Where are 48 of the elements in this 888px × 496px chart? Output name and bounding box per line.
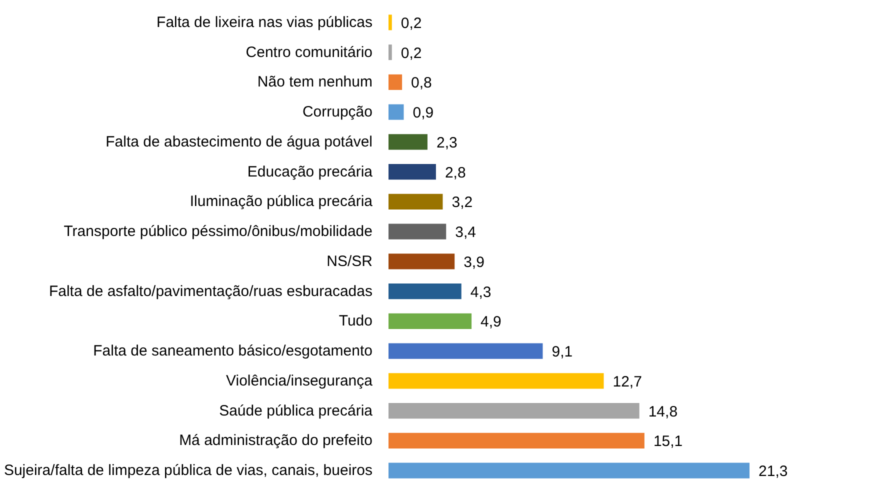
data-label: 4,3 [470,284,492,301]
data-label: 3,4 [455,224,476,242]
y-tick-label: Falta de lixeira nas vias públicas [156,14,373,31]
data-label: 0,2 [400,44,422,62]
y-tick-label: Falta de abastecimento de água potável [106,133,373,150]
data-label: 0,8 [411,74,432,92]
bar [388,343,543,359]
bar [388,432,644,448]
y-tick-label: Violência/insegurança [226,372,374,390]
y-tick-label: Centro comunitário [246,44,373,61]
y-tick-label: Sujeira/falta de limpeza pública de vias, canais, bueiros [4,462,373,480]
y-tick-label: Falta de saneamento básico/esgotamento [93,342,373,360]
bar [388,462,750,478]
data-label: 2,8 [444,164,466,182]
data-label: 0,2 [400,14,422,32]
bar [388,194,443,210]
y-tick-label: Falta de asfalto/pavimentação/ruas esburacadas [48,282,373,300]
bar [388,44,392,60]
data-label: 4,9 [480,314,502,331]
data-label: 9,1 [552,344,573,361]
bar [388,134,428,150]
y-tick-label: Corrupção [302,104,373,121]
bar [388,14,392,30]
bar [388,224,446,240]
y-tick-label: NS/SR [326,252,373,270]
y-tick-label: Não tem nenhum [257,74,373,91]
data-label: 15,1 [653,433,683,450]
data-label: 3,2 [452,194,473,212]
data-label: 0,9 [412,104,434,122]
y-tick-label: Transporte público péssimo/ônibus/mobilidade [64,223,373,240]
bar [388,313,472,329]
y-tick-label: Educação precária [247,163,374,180]
bar [388,104,404,120]
data-label: 21,3 [758,463,788,480]
y-tick-label: Má administração do prefeito [179,432,373,450]
y-tick-label: Tudo [338,312,373,330]
bar [388,373,604,389]
data-label: 2,3 [436,134,458,152]
y-tick-label: Saúde pública precária [219,402,374,420]
data-label: 12,7 [612,373,642,390]
data-label: 3,9 [464,254,484,271]
bar [388,284,462,300]
y-tick-label: Iluminação pública precária [190,193,374,210]
bar [388,164,436,180]
bar [388,403,640,419]
bar [388,74,402,90]
bar [388,254,455,270]
data-label: 14,8 [648,403,678,420]
